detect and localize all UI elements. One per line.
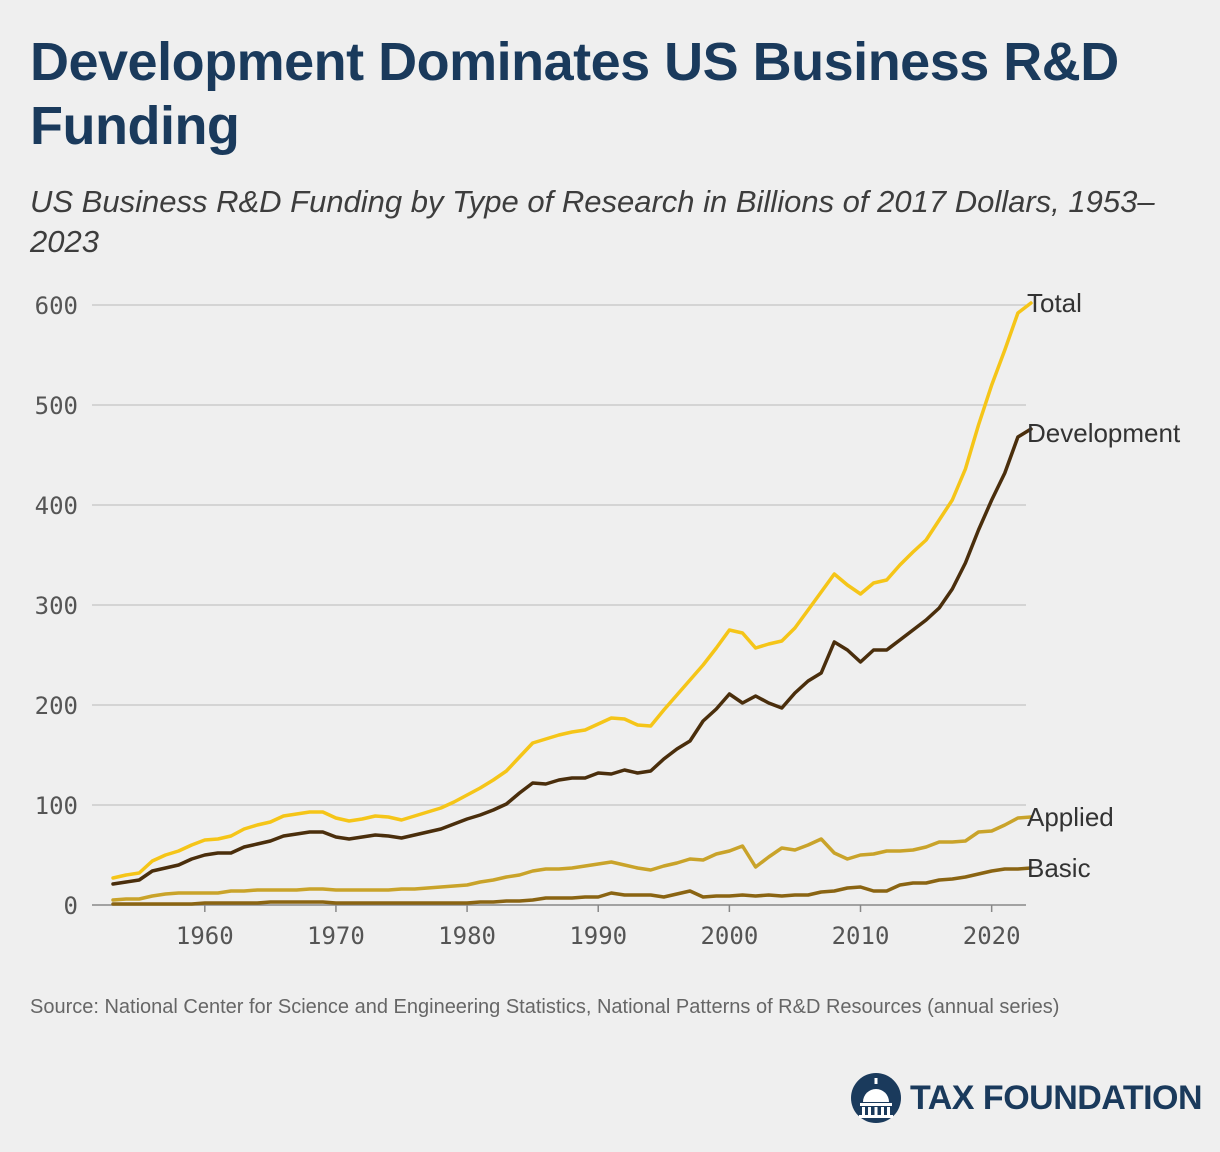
y-tick-label: 100 xyxy=(35,792,78,820)
capitol-dome-icon xyxy=(851,1073,901,1123)
tax-foundation-logo: TAX FOUNDATION xyxy=(850,1068,1203,1128)
line-chart: 0 100 200 300 400 500 600 1960 1970 1980 1990 2000… xyxy=(35,288,1181,950)
logo-text: TAX FOUNDATION xyxy=(910,1078,1203,1117)
y-tick-label: 400 xyxy=(35,492,78,520)
x-tick-label: 2020 xyxy=(963,922,1021,950)
series-label-development: Development xyxy=(1027,418,1181,448)
y-tick-label: 300 xyxy=(35,592,78,620)
series-label-basic: Basic xyxy=(1027,853,1091,883)
series-line-applied xyxy=(111,815,1033,902)
x-axis-ticks: 1960 1970 1980 1990 2000 2010 2020 xyxy=(176,905,1021,950)
series-line-development xyxy=(111,427,1033,886)
y-axis-ticks: 0 100 200 300 400 500 600 xyxy=(35,292,78,920)
x-tick-label: 1960 xyxy=(176,922,234,950)
series-lines xyxy=(111,301,1033,906)
gridlines xyxy=(92,304,1026,906)
x-tick-label: 1990 xyxy=(569,922,627,950)
series-label-applied: Applied xyxy=(1027,802,1114,832)
y-tick-label: 200 xyxy=(35,692,78,720)
x-tick-label: 2010 xyxy=(832,922,890,950)
chart-title: Development Dominates US Business R&D Fu… xyxy=(30,32,1119,156)
series-labels: Total Development Applied Basic xyxy=(1027,288,1181,883)
series-line-basic xyxy=(111,866,1033,906)
y-tick-label: 600 xyxy=(35,292,78,320)
chart-subtitle: US Business R&D Funding by Type of Resea… xyxy=(30,184,1155,259)
series-label-total: Total xyxy=(1027,288,1082,318)
x-tick-label: 1970 xyxy=(307,922,365,950)
y-tick-label: 0 xyxy=(64,892,78,920)
source-note: Source: National Center for Science and … xyxy=(30,996,1060,1018)
x-tick-label: 1980 xyxy=(438,922,496,950)
y-tick-label: 500 xyxy=(35,392,78,420)
series-line-total xyxy=(111,301,1033,880)
x-tick-label: 2000 xyxy=(700,922,758,950)
